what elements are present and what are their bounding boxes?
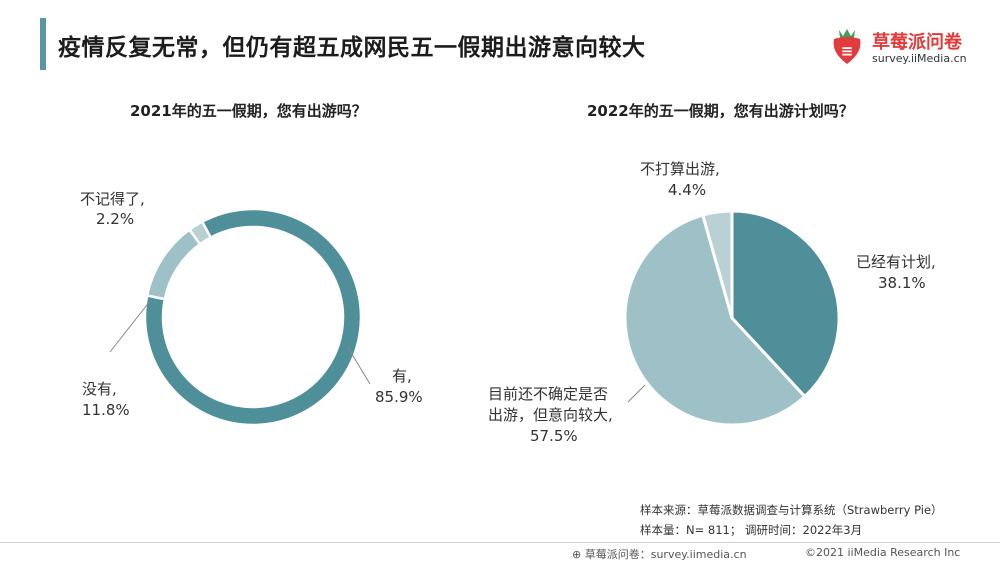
- chart-1-title: 2021年的五一假期，您有出游吗？: [130, 102, 367, 120]
- pie-chart-2022: [623, 209, 841, 427]
- chart-2-title: 2022年的五一假期，您有出游计划吗？: [587, 102, 854, 120]
- label-not-plan-name: 不打算出游,: [640, 160, 720, 178]
- source-line-2: 样本量：N= 811； 调研时间：2022年3月: [640, 523, 863, 537]
- label-yes-value: 85.9%: [375, 388, 423, 406]
- label-yes-name: 有,: [392, 367, 412, 385]
- label-planned-name: 已经有计划,: [856, 253, 936, 271]
- label-forgot-value: 2.2%: [96, 210, 135, 228]
- label-no-name: 没有,: [82, 380, 117, 398]
- svg-text:≡: ≡: [841, 42, 854, 60]
- pie-2022-slice-0: [730, 209, 841, 399]
- footer-site: 草莓派问卷：survey.iimedia.cn: [584, 548, 747, 561]
- donut-2021-slice-0: [143, 207, 363, 427]
- donut-chart-2021: [143, 207, 363, 427]
- pie-2022-slice-2: [700, 209, 734, 319]
- page-title: 疫情反复无常，但仍有超五成网民五一假期出游意向较大: [58, 35, 646, 61]
- label-not-plan-value: 4.4%: [668, 181, 707, 199]
- footer-right: ©2021 iiMedia Research Inc: [805, 546, 961, 559]
- logo-name: 草莓派问卷: [872, 32, 962, 53]
- leader-line-undecided: [627, 384, 646, 403]
- brand-logo: ≡ 草莓派问卷 survey.iiMedia.cn: [830, 26, 990, 72]
- title-accent-bar: [40, 18, 46, 70]
- donut-2021-slice-1: [145, 227, 202, 301]
- pie-2022-slice-1: [623, 213, 807, 427]
- globe-icon: ⊕: [572, 548, 585, 561]
- label-undecided-name-line1: 目前还不确定是否: [488, 385, 609, 403]
- label-forgot-name: 不记得了,: [80, 190, 145, 208]
- leader-line-no: [109, 300, 151, 353]
- strawberry-icon: ≡: [833, 29, 861, 64]
- footer-left: ⊕ 草莓派问卷：survey.iimedia.cn: [572, 546, 747, 562]
- logo-url: survey.iiMedia.cn: [872, 52, 967, 65]
- label-planned-value: 38.1%: [878, 274, 926, 292]
- leader-lines: [109, 300, 646, 403]
- donut-2021-slice-2: [187, 220, 213, 246]
- label-no-value: 11.8%: [82, 401, 130, 419]
- label-undecided-name-line2: 出游，但意向较大,: [488, 406, 613, 424]
- source-line-1: 样本来源：草莓派数据调查与计算系统（Strawberry Pie）: [640, 503, 943, 517]
- leader-line-yes: [346, 345, 371, 385]
- footer-divider: [0, 542, 1000, 543]
- label-undecided-value: 57.5%: [530, 427, 578, 445]
